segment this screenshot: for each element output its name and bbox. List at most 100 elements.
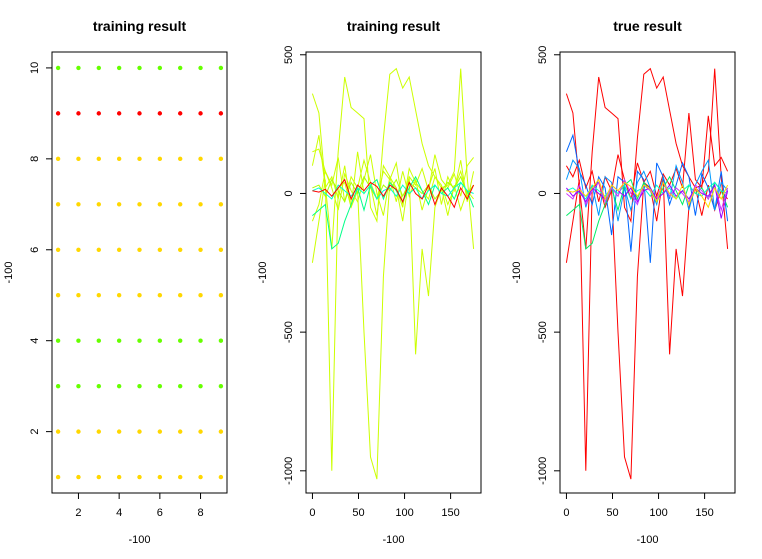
chart-title: training result: [93, 18, 187, 34]
data-point: [218, 474, 224, 480]
data-point: [198, 202, 203, 207]
data-point: [157, 202, 163, 207]
data-point: [198, 383, 203, 389]
plot-frame: [51, 51, 228, 494]
series-line-5: [311, 154, 475, 222]
data-point: [137, 383, 142, 389]
data-point: [96, 293, 102, 298]
series-line-1: [565, 67, 729, 249]
data-point: [198, 293, 203, 298]
data-point: [157, 247, 163, 252]
series-line-6: [312, 175, 474, 204]
data-point: [137, 474, 142, 480]
data-point: [96, 247, 102, 252]
data-point: [177, 65, 183, 71]
data-point: [157, 338, 163, 343]
data-point: [137, 429, 142, 434]
series-line-9: [566, 183, 729, 219]
data-point: [116, 338, 122, 343]
data-point: [198, 474, 203, 480]
x-tick-label: 150: [695, 507, 713, 519]
data-point: [157, 429, 163, 434]
data-point: [157, 293, 163, 298]
data-point: [116, 383, 122, 389]
data-point: [116, 65, 122, 71]
data-point: [55, 338, 61, 343]
data-point: [96, 338, 102, 343]
x-tick-label: 2: [75, 507, 81, 519]
data-point: [137, 65, 142, 71]
x-tick-label: 100: [649, 507, 667, 519]
data-point: [137, 338, 142, 343]
data-point: [218, 65, 224, 71]
data-point: [55, 247, 61, 252]
series-line-4: [312, 148, 474, 205]
data-point: [55, 429, 61, 434]
x-tick-label: 6: [157, 507, 163, 519]
data-point: [55, 293, 61, 298]
y-tick-label: 0: [283, 190, 295, 196]
series-line-2: [311, 176, 474, 480]
data-point: [116, 474, 122, 480]
data-point: [157, 474, 163, 480]
panel-3: true result 0 50 100 150 -1000 -500 0 500 -100 -10…: [511, 18, 736, 546]
y-tick-label: 500: [537, 46, 549, 64]
data-point: [96, 156, 102, 162]
data-point: [177, 383, 183, 389]
y-tick-label: 2: [29, 429, 41, 435]
y-axis-label: -100: [3, 261, 15, 283]
series-line-1: [311, 67, 475, 249]
data-point: [116, 293, 122, 298]
series-line-3: [565, 112, 729, 202]
data-point: [137, 293, 142, 298]
data-point: [177, 474, 183, 480]
data-point: [96, 65, 102, 71]
data-point: [116, 247, 122, 252]
data-point: [157, 111, 163, 116]
data-point: [198, 429, 203, 434]
data-point: [116, 202, 122, 207]
data-point: [76, 111, 81, 116]
y-tick-label: 0: [537, 190, 549, 196]
y-tick-label: -500: [537, 321, 549, 343]
y-tick-label: 4: [29, 338, 41, 344]
data-point: [177, 429, 183, 434]
data-point: [116, 111, 122, 116]
data-point: [177, 338, 183, 343]
x-tick-label: 0: [563, 507, 569, 519]
series-line-7: [312, 175, 475, 250]
data-point: [76, 202, 81, 207]
data-point: [157, 156, 163, 162]
data-point: [55, 65, 61, 71]
series-line-4: [565, 133, 729, 263]
data-point: [137, 247, 142, 252]
data-point: [55, 202, 61, 207]
x-tick-label: 50: [606, 507, 618, 519]
chart-title: training result: [347, 18, 441, 34]
data-point: [76, 383, 81, 389]
data-point: [218, 338, 224, 343]
data-point: [137, 111, 142, 116]
x-axis-label: -100: [382, 534, 404, 546]
data-point: [76, 338, 81, 343]
data-point: [76, 247, 81, 252]
data-point: [96, 429, 102, 434]
y-axis-label: -100: [511, 261, 523, 283]
x-tick-label: 0: [309, 507, 315, 519]
y-tick-label: 500: [283, 46, 295, 64]
y-axis-label: -100: [257, 261, 269, 283]
y-tick-label: -1000: [537, 457, 549, 485]
data-point: [177, 111, 183, 116]
data-point: [116, 429, 122, 434]
y-tick-label: 8: [29, 156, 41, 162]
data-point: [96, 202, 102, 207]
plot-frame: [559, 51, 736, 494]
data-point: [55, 111, 61, 116]
series-line-9: [312, 178, 475, 209]
data-point: [76, 293, 81, 298]
data-point: [76, 429, 81, 434]
x-axis-label: -100: [636, 534, 658, 546]
x-tick-label: 150: [441, 507, 459, 519]
plot-frame: [305, 51, 482, 494]
